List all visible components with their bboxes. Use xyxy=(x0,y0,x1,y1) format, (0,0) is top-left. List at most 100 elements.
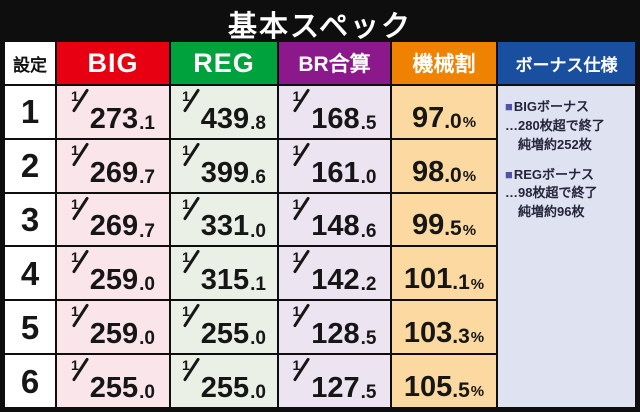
square-bullet-icon: ■ xyxy=(505,166,513,182)
bonus-reg-end-condition: …98枚超で終了 xyxy=(505,185,598,201)
percent-sign: % xyxy=(470,329,485,347)
bonus-big-end-condition: …280枚超で終了 xyxy=(505,117,605,133)
big-rate-int: 259 xyxy=(89,318,139,351)
payout-int: 97 xyxy=(411,101,445,134)
fraction-numerator: 1 xyxy=(181,195,190,212)
bonus-reg-title-text: REGボーナス xyxy=(513,166,595,182)
payout-cell: 98.0% xyxy=(392,139,496,192)
big-rate-int: 269 xyxy=(89,210,139,243)
br-rate-dec: .2 xyxy=(360,274,377,296)
col-header-br-combined: BR合算 xyxy=(279,42,390,84)
bonus-big-title: ■BIGボーナス xyxy=(505,98,631,117)
bonus-section-reg: ■REGボーナス …98枚超で終了 純増約96枚 xyxy=(505,166,631,223)
payout-dec: .0 xyxy=(444,163,462,187)
big-rate-cell: 1 273.1 xyxy=(57,86,169,138)
payout-dec: .0 xyxy=(444,109,462,133)
setting-cell: 3 xyxy=(5,193,55,246)
payout-int: 101 xyxy=(403,263,453,296)
reg-rate-cell: 1 255.0 xyxy=(171,301,277,354)
payout-cell: 101.1% xyxy=(392,247,496,300)
reg-rate-dec: .1 xyxy=(250,274,267,296)
payout-cell: 105.5% xyxy=(392,355,496,407)
reg-rate-cell: 1 315.1 xyxy=(171,247,277,300)
br-rate-int: 148 xyxy=(311,210,360,243)
fraction-numerator: 1 xyxy=(292,195,301,212)
br-rate-dec: .5 xyxy=(360,112,377,134)
reg-rate-int: 255 xyxy=(200,318,250,351)
fraction-numerator: 1 xyxy=(181,141,190,158)
fraction-numerator: 1 xyxy=(181,303,190,320)
reg-rate-dec: .0 xyxy=(250,382,267,404)
fraction-numerator: 1 xyxy=(181,88,190,104)
fraction-numerator: 1 xyxy=(181,249,190,266)
big-rate-int: 269 xyxy=(89,156,139,189)
fraction-numerator: 1 xyxy=(70,195,79,212)
reg-rate-cell: 1 439.8 xyxy=(171,86,277,138)
br-rate-cell: 1 148.6 xyxy=(279,193,390,246)
reg-rate-cell: 1 255.0 xyxy=(171,355,277,407)
reg-rate-int: 315 xyxy=(200,264,250,297)
br-rate-cell: 1 161.0 xyxy=(279,139,390,192)
big-rate-cell: 1 259.0 xyxy=(57,247,169,300)
square-bullet-icon: ■ xyxy=(505,99,513,114)
percent-sign: % xyxy=(462,114,477,132)
setting-cell: 4 xyxy=(5,247,55,300)
br-rate-dec: .0 xyxy=(360,166,377,188)
reg-rate-cell: 1 399.6 xyxy=(171,139,277,192)
setting-cell: 5 xyxy=(5,301,55,354)
fraction-numerator: 1 xyxy=(70,88,79,104)
setting-cell: 1 xyxy=(5,86,55,138)
percent-sign: % xyxy=(462,167,477,185)
fraction-numerator: 1 xyxy=(70,357,79,374)
col-header-setting: 設定 xyxy=(5,42,55,84)
fraction-numerator: 1 xyxy=(292,88,301,104)
percent-sign: % xyxy=(462,221,477,239)
fraction-numerator: 1 xyxy=(292,303,301,320)
bonus-info-panel: ■BIGボーナス …280枚超で終了 純増約252枚 ■REGボーナス …98枚… xyxy=(498,86,635,407)
fraction-numerator: 1 xyxy=(181,357,190,374)
payout-dec: .5 xyxy=(444,217,462,241)
br-rate-cell: 1 127.5 xyxy=(279,355,390,407)
br-rate-dec: .5 xyxy=(360,328,377,350)
reg-rate-int: 439 xyxy=(200,102,250,135)
big-rate-dec: .7 xyxy=(139,166,156,188)
spec-table: 設定 BIG REG BR合算 機械割 ボーナス仕様 ■BIGボーナス …280… xyxy=(5,42,635,407)
payout-cell: 99.5% xyxy=(392,193,496,246)
payout-cell: 97.0% xyxy=(392,86,496,138)
br-rate-cell: 1 142.2 xyxy=(279,247,390,300)
br-rate-int: 142 xyxy=(311,264,360,297)
bonus-big-title-text: BIGボーナス xyxy=(513,99,589,114)
fraction-numerator: 1 xyxy=(292,249,301,266)
br-rate-dec: .6 xyxy=(360,220,377,242)
payout-dec: .3 xyxy=(452,325,470,349)
bonus-reg-title: ■REGボーナス xyxy=(505,166,631,185)
col-header-reg: REG xyxy=(171,42,277,84)
payout-int: 103 xyxy=(403,317,453,350)
setting-cell: 2 xyxy=(5,139,55,192)
reg-rate-dec: .0 xyxy=(250,328,267,350)
payout-dec: .1 xyxy=(452,271,470,295)
percent-sign: % xyxy=(470,275,485,293)
reg-rate-int: 255 xyxy=(200,371,250,404)
col-header-payout: 機械割 xyxy=(392,42,496,84)
payout-int: 99 xyxy=(411,209,445,242)
bonus-section-big: ■BIGボーナス …280枚超で終了 純増約252枚 xyxy=(505,98,631,155)
big-rate-cell: 1 259.0 xyxy=(57,301,169,354)
col-header-big: BIG xyxy=(57,42,169,84)
big-rate-int: 259 xyxy=(89,264,139,297)
br-rate-cell: 1 168.5 xyxy=(279,86,390,138)
big-rate-dec: .0 xyxy=(139,274,156,296)
bonus-big-net-gain: 純増約252枚 xyxy=(518,136,592,152)
fraction-numerator: 1 xyxy=(70,249,79,266)
big-rate-dec: .7 xyxy=(139,220,156,242)
reg-rate-int: 331 xyxy=(200,210,250,243)
reg-rate-int: 399 xyxy=(200,156,250,189)
setting-cell: 6 xyxy=(5,355,55,407)
reg-rate-cell: 1 331.0 xyxy=(171,193,277,246)
big-rate-dec: .1 xyxy=(139,112,156,134)
br-rate-int: 168 xyxy=(311,102,360,135)
fraction-numerator: 1 xyxy=(70,141,79,158)
bonus-reg-net-gain: 純増約96枚 xyxy=(518,204,585,220)
big-rate-cell: 1 269.7 xyxy=(57,193,169,246)
